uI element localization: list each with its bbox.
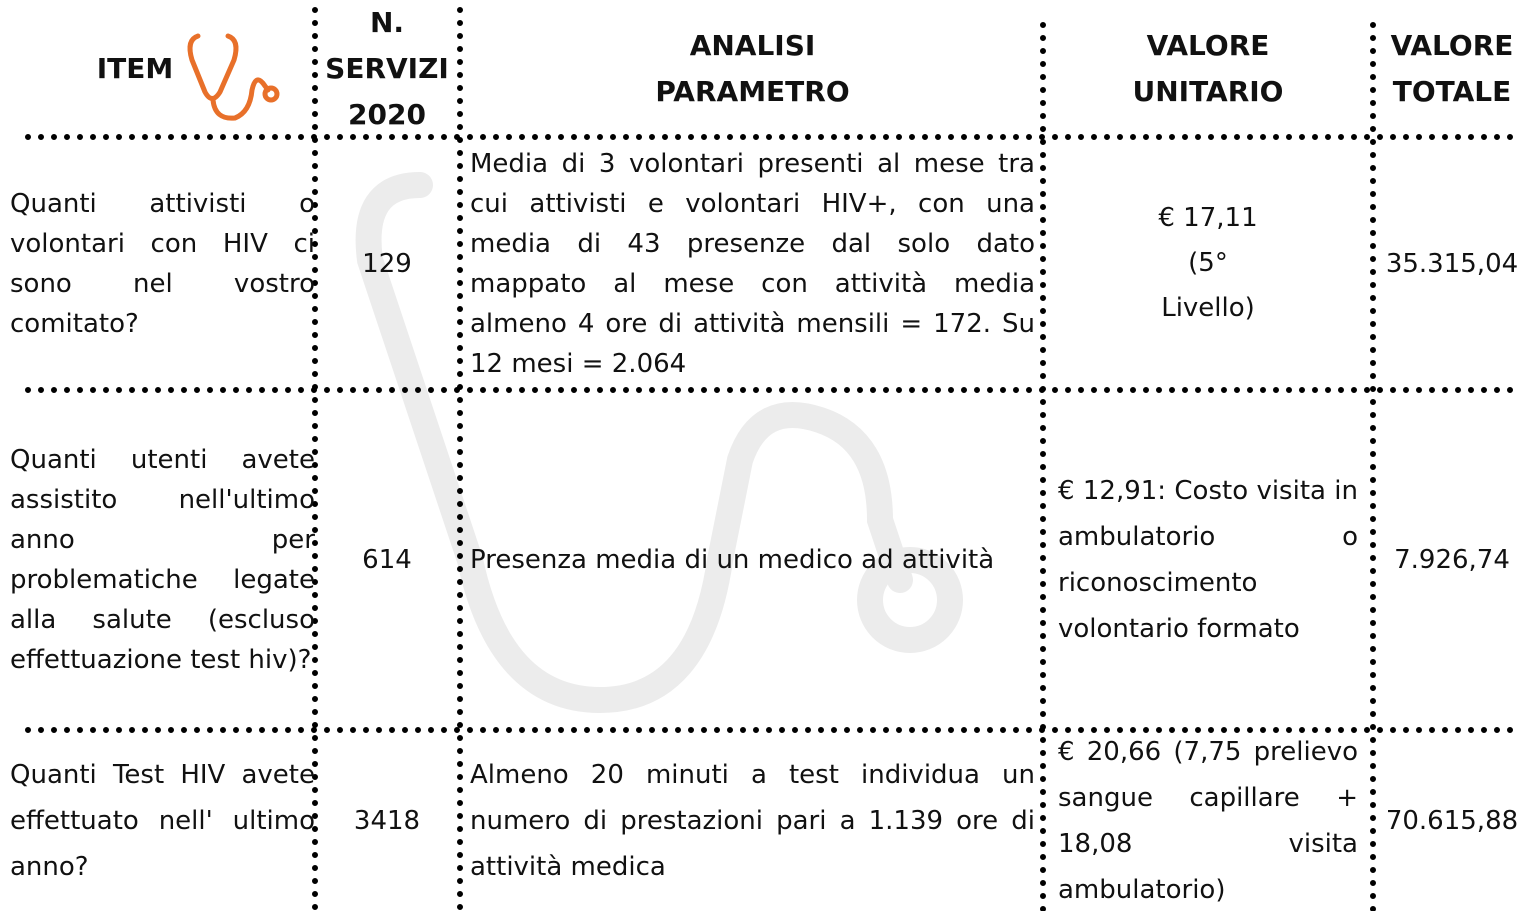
table-cell: 3418: [322, 730, 452, 911]
cell-text: Almeno 20 minuti a test individua un num…: [470, 759, 1035, 882]
table-cell: 7.926,74: [1382, 390, 1522, 730]
cell-text: 7.926,74: [1394, 545, 1510, 575]
cell-text: € 12,91: Costo visita in ambulatorio o r…: [1058, 476, 1358, 644]
cell-text: 614: [362, 545, 412, 575]
table-cell: Quanti attivisti o volontari con HIV ci …: [10, 137, 315, 390]
cell-text: VALORE TOTALE: [1390, 28, 1514, 108]
table-cell: 129: [322, 137, 452, 390]
table-cell: € 17,11 (5° Livello): [1058, 137, 1358, 390]
table-cell: € 20,66 (7,75 prelievo sangue capillare …: [1058, 730, 1358, 911]
cell-text: Presenza media di un medico ad attività: [470, 545, 995, 575]
dotted-grid: [25, 7, 1518, 911]
cell-text: Quanti Test HIV avete effettuato nell' u…: [10, 759, 315, 882]
table-cell: Presenza media di un medico ad attività: [470, 390, 1035, 730]
table-cell: Almeno 20 minuti a test individua un num…: [470, 730, 1035, 911]
table-cell: 70.615,88: [1382, 730, 1522, 911]
table-cell: 614: [322, 390, 452, 730]
table-cell: Quanti utenti avete assistito nell'ultim…: [10, 390, 315, 730]
table-cell: VALORE TOTALE: [1382, 0, 1522, 137]
table-cell: Media di 3 volontari presenti al mese tr…: [470, 137, 1035, 390]
watermark: [355, 172, 963, 714]
cell-text: 70.615,88: [1385, 805, 1519, 836]
cell-text: Quanti utenti avete assistito nell'ultim…: [10, 445, 315, 675]
cell-text: 129: [362, 248, 412, 279]
table-cell: ITEM: [60, 0, 210, 137]
table-cell: 35.315,04: [1382, 137, 1522, 390]
table-cell: ANALISI PARAMETRO: [470, 0, 1035, 137]
cell-text: VALORE UNITARIO: [1132, 28, 1284, 108]
cell-text: Media di 3 volontari presenti al mese tr…: [470, 148, 1035, 379]
table-cell: VALORE UNITARIO: [1058, 0, 1358, 137]
table-cell: € 12,91: Costo visita in ambulatorio o r…: [1058, 390, 1358, 730]
cell-text: 35.315,04: [1385, 248, 1519, 279]
cell-text: N. SERVIZI 2020: [325, 5, 449, 131]
table-cell: N. SERVIZI 2020: [322, 0, 452, 137]
table-cell: Quanti Test HIV avete effettuato nell' u…: [10, 730, 315, 911]
cell-text: Quanti attivisti o volontari con HIV ci …: [10, 188, 315, 339]
stethoscope-icon: [187, 33, 280, 121]
cell-text: ANALISI PARAMETRO: [655, 28, 850, 108]
cell-text: € 17,11 (5° Livello): [1158, 203, 1258, 323]
cell-text: ITEM: [96, 51, 174, 85]
cell-text: € 20,66 (7,75 prelievo sangue capillare …: [1058, 736, 1358, 905]
cell-text: 3418: [353, 805, 421, 836]
